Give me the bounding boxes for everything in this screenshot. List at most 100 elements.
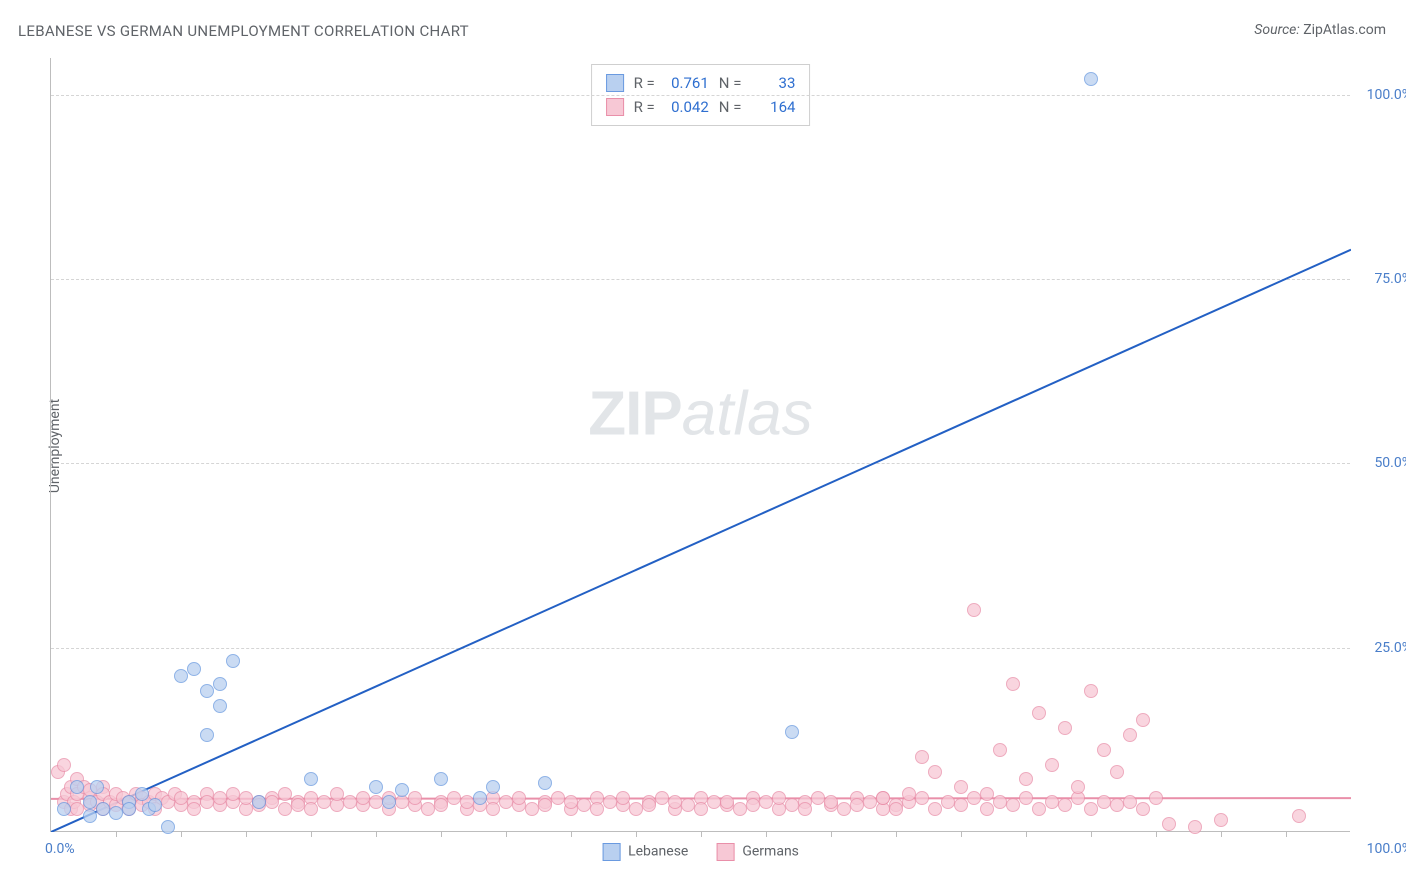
- data-point: [64, 802, 78, 816]
- data-point: [694, 802, 708, 816]
- data-point: [239, 802, 253, 816]
- data-point: [746, 791, 760, 805]
- x-tick-label: 100.0%: [1367, 841, 1406, 857]
- data-point: [1032, 802, 1046, 816]
- data-point: [616, 798, 630, 812]
- legend-r-value: 0.761: [665, 74, 709, 92]
- data-point: [252, 798, 266, 812]
- source-credit: Source: ZipAtlas.com: [1254, 22, 1386, 38]
- data-point: [772, 791, 786, 805]
- legend-item: Germans: [716, 843, 799, 861]
- x-tick-mark: [116, 831, 117, 837]
- data-point: [1071, 780, 1085, 794]
- data-point: [668, 802, 682, 816]
- data-point: [538, 795, 552, 809]
- data-point: [915, 750, 929, 764]
- data-point: [746, 798, 760, 812]
- data-point: [486, 780, 500, 794]
- data-point: [70, 772, 84, 786]
- data-point: [83, 783, 97, 797]
- x-tick-mark: [896, 831, 897, 837]
- data-point: [187, 795, 201, 809]
- data-point: [1097, 795, 1111, 809]
- data-point: [265, 791, 279, 805]
- data-point: [993, 743, 1007, 757]
- data-point: [915, 791, 929, 805]
- data-point: [129, 787, 143, 801]
- data-point: [642, 798, 656, 812]
- data-point: [1214, 813, 1228, 827]
- data-point: [382, 791, 396, 805]
- gridline: [51, 279, 1350, 280]
- data-point: [330, 798, 344, 812]
- x-tick-mark: [636, 831, 637, 837]
- source-label: Source:: [1254, 22, 1299, 38]
- data-point: [954, 798, 968, 812]
- data-point: [109, 806, 123, 820]
- data-point: [759, 795, 773, 809]
- data-point: [200, 728, 214, 742]
- data-point: [70, 787, 84, 801]
- legend-label: Germans: [742, 844, 799, 860]
- trend-line-germans: [51, 798, 1351, 799]
- x-tick-mark: [1026, 831, 1027, 837]
- data-point: [200, 684, 214, 698]
- x-tick-mark: [246, 831, 247, 837]
- data-point: [980, 787, 994, 801]
- data-point: [239, 791, 253, 805]
- legend-swatch: [602, 843, 620, 861]
- data-point: [213, 699, 227, 713]
- data-point: [512, 791, 526, 805]
- data-point: [60, 787, 74, 801]
- source-value: ZipAtlas.com: [1303, 22, 1386, 38]
- data-point: [226, 787, 240, 801]
- data-point: [187, 802, 201, 816]
- data-point: [408, 791, 422, 805]
- x-tick-mark: [441, 831, 442, 837]
- data-point: [142, 802, 156, 816]
- data-point: [811, 791, 825, 805]
- data-point: [512, 798, 526, 812]
- data-point: [928, 765, 942, 779]
- data-point: [486, 791, 500, 805]
- data-point: [278, 787, 292, 801]
- data-point: [473, 798, 487, 812]
- data-point: [1045, 795, 1059, 809]
- data-point: [1058, 798, 1072, 812]
- data-point: [304, 802, 318, 816]
- data-point: [876, 802, 890, 816]
- data-point: [83, 791, 97, 805]
- data-point: [213, 791, 227, 805]
- data-point: [90, 780, 104, 794]
- data-point: [148, 787, 162, 801]
- trend-line-lebanese: [51, 250, 1351, 832]
- data-point: [590, 802, 604, 816]
- data-point: [681, 798, 695, 812]
- data-point: [434, 772, 448, 786]
- data-point: [135, 787, 149, 801]
- data-point: [590, 791, 604, 805]
- data-point: [96, 802, 110, 816]
- data-point: [369, 780, 383, 794]
- x-tick-mark: [1156, 831, 1157, 837]
- data-point: [720, 795, 734, 809]
- data-point: [304, 791, 318, 805]
- data-point: [70, 802, 84, 816]
- data-point: [902, 795, 916, 809]
- data-point: [434, 798, 448, 812]
- data-point: [83, 795, 97, 809]
- gridline: [51, 95, 1350, 96]
- data-point: [785, 725, 799, 739]
- data-point: [1188, 820, 1202, 834]
- data-point: [1084, 684, 1098, 698]
- data-point: [772, 802, 786, 816]
- data-point: [343, 795, 357, 809]
- x-tick-mark: [506, 831, 507, 837]
- data-point: [798, 795, 812, 809]
- data-point: [135, 791, 149, 805]
- data-point: [1292, 809, 1306, 823]
- data-point: [564, 802, 578, 816]
- x-tick-mark: [701, 831, 702, 837]
- data-point: [1071, 791, 1085, 805]
- x-tick-mark: [181, 831, 182, 837]
